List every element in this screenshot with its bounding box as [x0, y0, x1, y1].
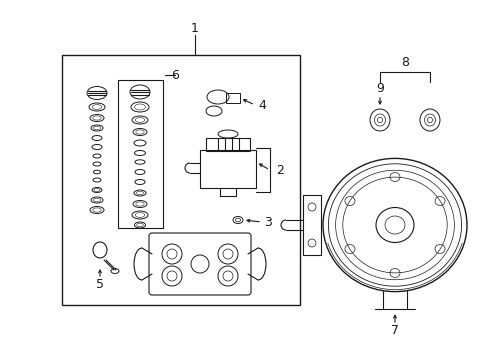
Bar — [118, 80, 163, 228]
Bar — [62, 55, 299, 305]
Text: 1: 1 — [191, 22, 199, 35]
Text: 5: 5 — [96, 279, 104, 292]
Text: 3: 3 — [264, 216, 271, 229]
Text: 6: 6 — [171, 68, 179, 81]
Text: 2: 2 — [276, 163, 284, 176]
Bar — [225, 93, 240, 103]
Text: 8: 8 — [400, 55, 408, 68]
Text: 9: 9 — [375, 81, 383, 95]
Text: 4: 4 — [258, 99, 265, 112]
Text: 7: 7 — [390, 324, 398, 337]
Bar — [303, 195, 320, 255]
